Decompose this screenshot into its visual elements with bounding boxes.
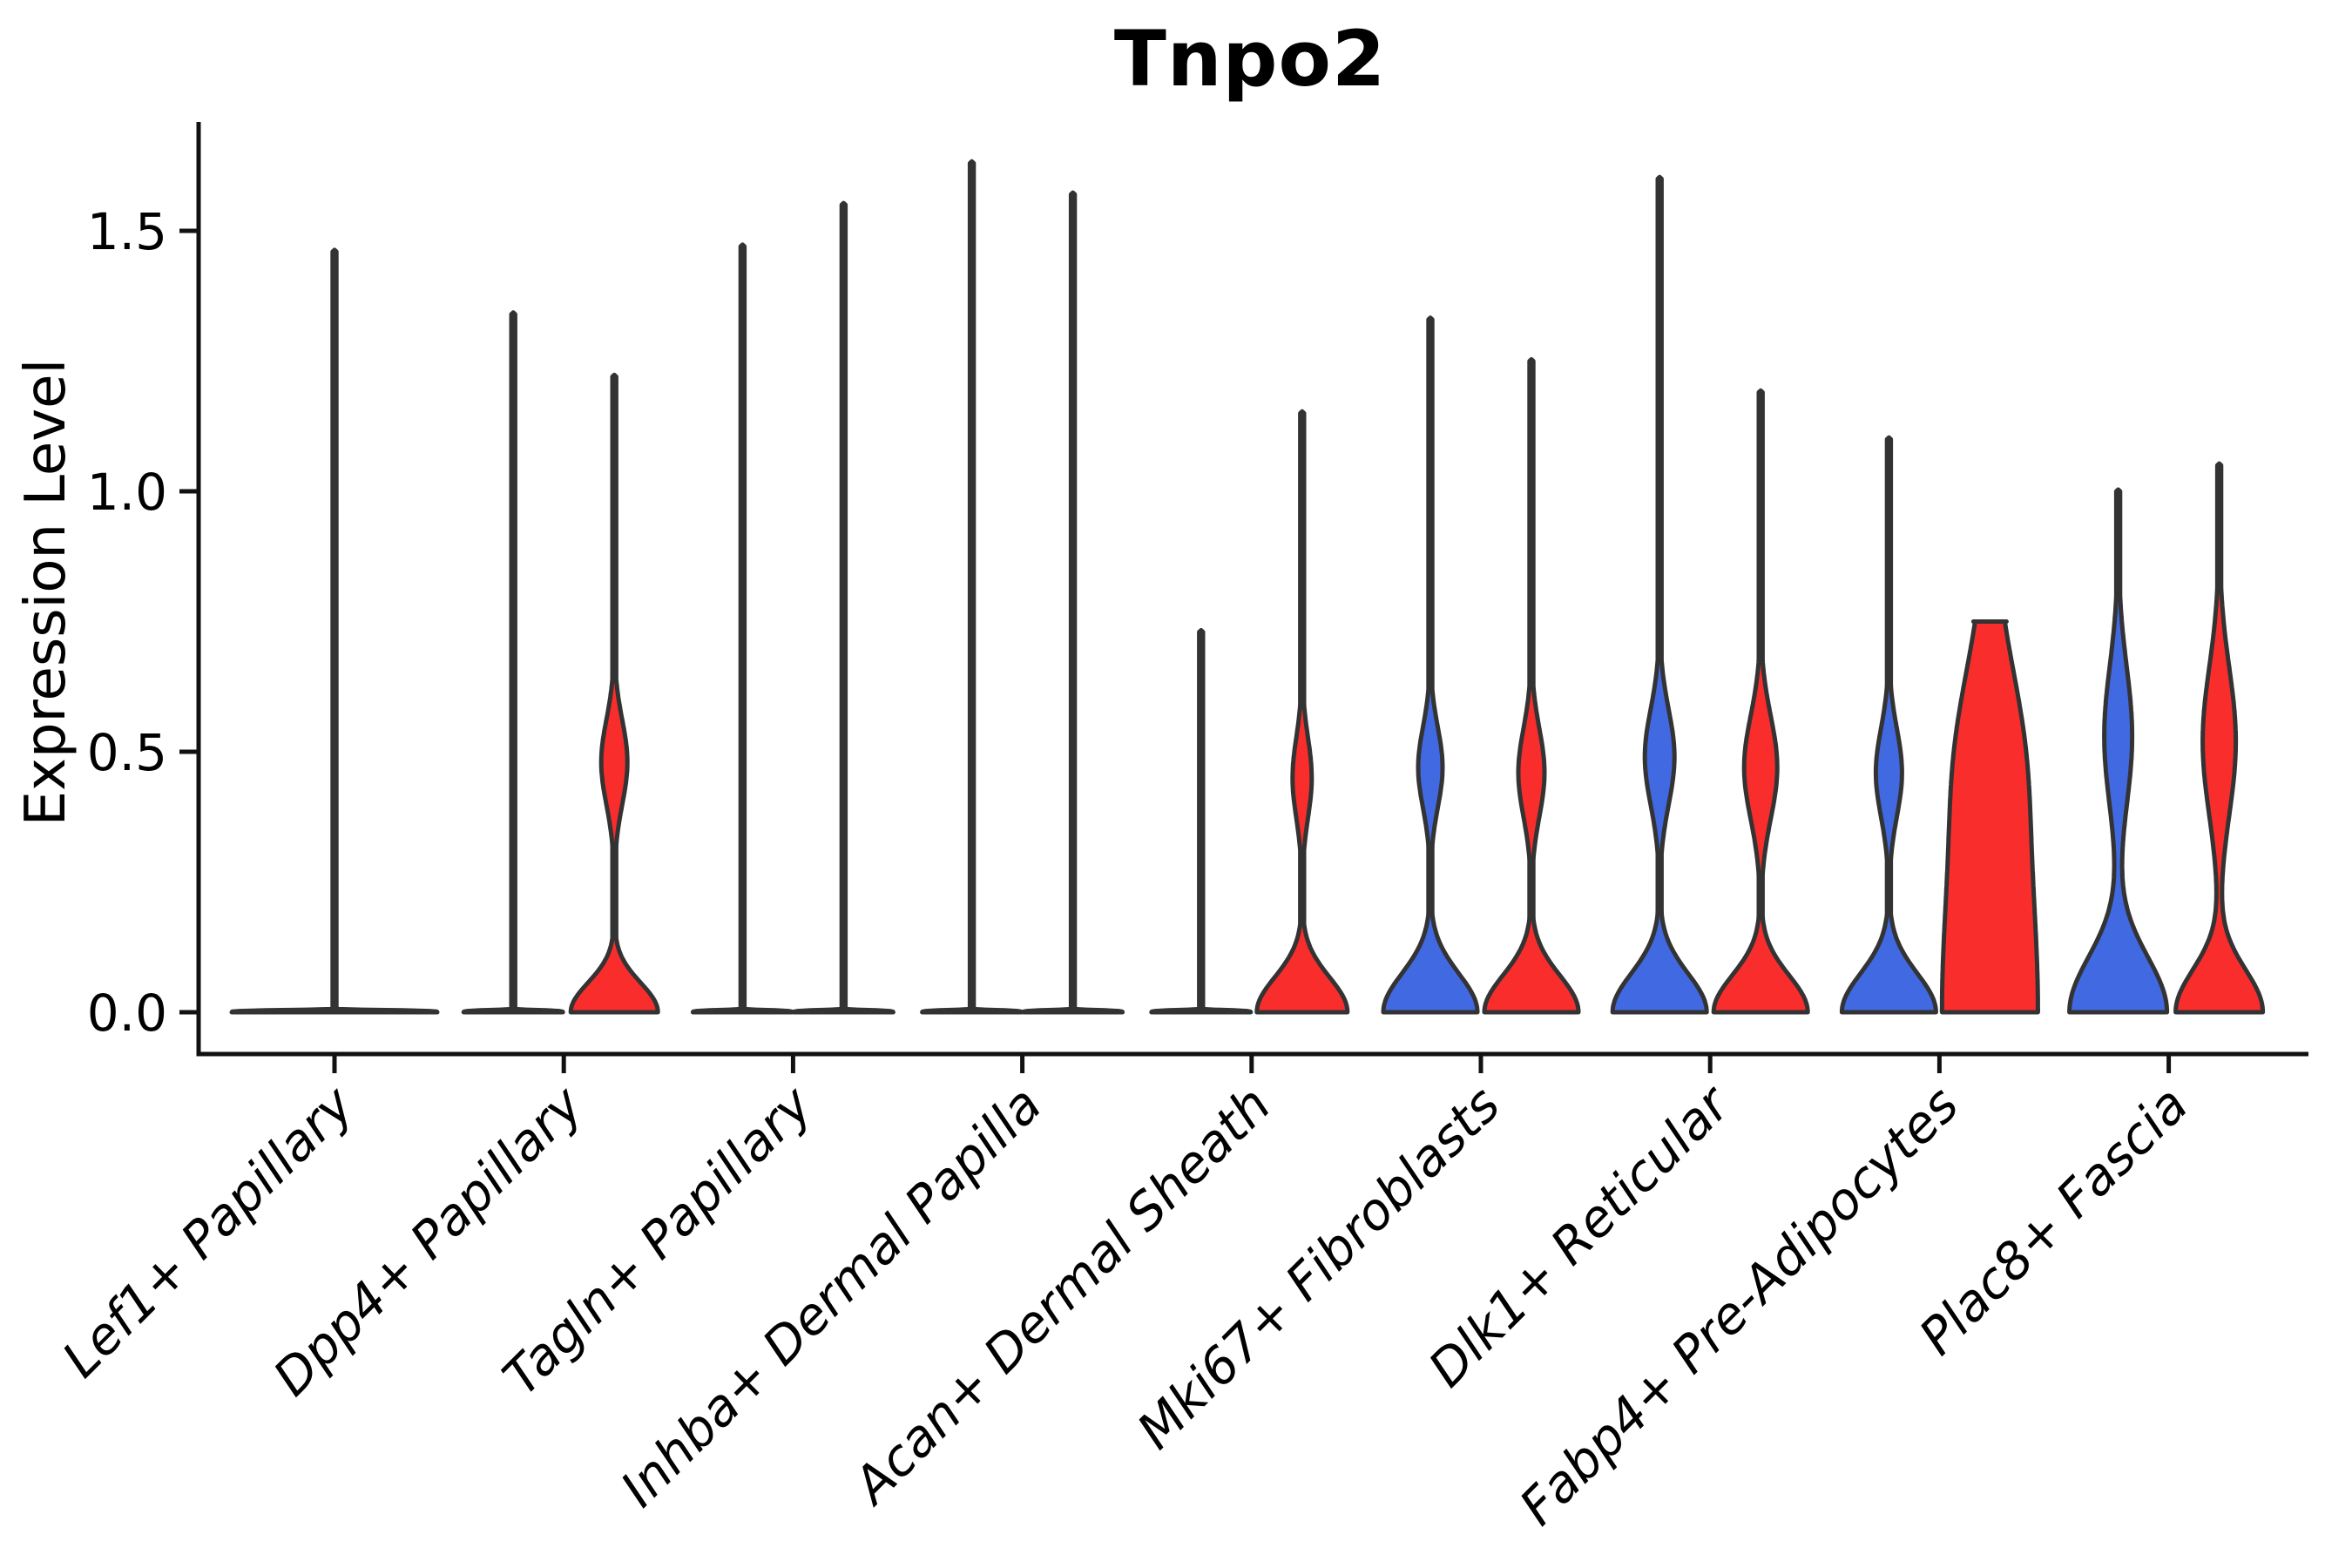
- violin-8-left: [2067, 487, 2170, 1015]
- violin-3-left: [920, 159, 1024, 1015]
- x-tick-label-4: Acan+ Dermal Sheath: [840, 1075, 1282, 1517]
- y-tick-label-3: 1.5: [87, 202, 167, 261]
- violin-5-right: [1482, 357, 1581, 1015]
- x-tick-label-3: Inhba+ Dermal Papilla: [609, 1075, 1052, 1518]
- violin-6-right: [1711, 388, 1810, 1015]
- y-tick-label-0: 0.0: [87, 983, 167, 1043]
- violin-7-left: [1839, 435, 1938, 1015]
- violin-7-right: [1939, 619, 2040, 1015]
- violin-0-center: [229, 247, 440, 1015]
- y-tick-label-2: 1.0: [87, 463, 167, 522]
- violin-6-left: [1610, 174, 1709, 1015]
- violin-1-left: [461, 310, 565, 1015]
- violin-4-left: [1149, 628, 1254, 1015]
- violin-4-right: [1254, 409, 1350, 1015]
- violin-5-left: [1381, 315, 1480, 1015]
- chart-title: Tnpo2: [1113, 14, 1387, 104]
- x-tick-label-7: Fabp4+ Pre-Adipocytes: [1508, 1075, 1970, 1537]
- violin-2-right: [791, 200, 896, 1015]
- violin-8-right: [2173, 461, 2266, 1015]
- y-tick-label-1: 0.5: [87, 723, 167, 782]
- violin-1-right: [568, 372, 660, 1015]
- axis-spines: [196, 122, 2308, 1057]
- violin-3-right: [1021, 190, 1125, 1015]
- violin-2-left: [690, 242, 794, 1015]
